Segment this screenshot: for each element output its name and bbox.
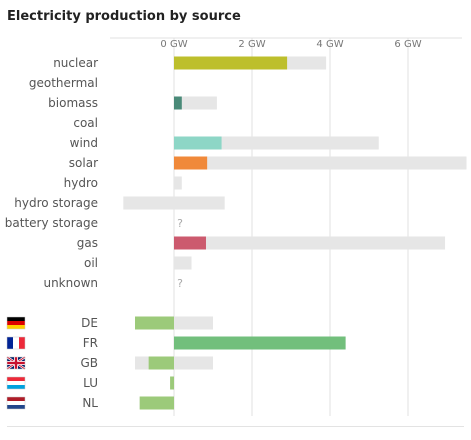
source-label: battery storage [5,216,98,230]
exchange-label: NL [82,396,98,410]
capacity-bar [174,96,217,110]
flag-gb-icon [6,356,26,370]
flag-de-icon [6,316,26,330]
flag-nl-icon [6,396,26,410]
flag-fr-icon [6,336,26,350]
bottom-divider [7,426,464,427]
flag-lu-icon [6,376,26,390]
exchange-bar [135,316,174,330]
production-bar [174,156,208,170]
source-label: biomass [48,96,98,110]
x-tick-label: 4 GW [316,39,343,50]
source-label: geothermal [29,76,98,90]
exchange-bar [174,336,346,350]
source-label: coal [73,116,98,130]
capacity-bar [174,176,182,190]
x-tick-label: 0 GW [160,39,187,50]
capacity-bar [174,156,467,170]
source-label: solar [69,156,98,170]
production-bar [174,236,206,250]
unknown-marker: ? [177,217,183,230]
source-label: oil [84,256,98,270]
capacity-bar [174,236,446,250]
exchange-bar [148,356,174,370]
unknown-marker: ? [177,277,183,290]
source-label: hydro storage [14,196,98,210]
exchange-label: GB [80,356,98,370]
x-tick-label: 2 GW [238,39,265,50]
x-tick-label: 6 GW [394,39,421,50]
production-bar [174,56,288,70]
source-label: wind [70,136,98,150]
exchange-bar [139,396,174,410]
exchange-label: DE [81,316,98,330]
exchange-label: FR [83,336,98,350]
source-label: unknown [43,276,98,290]
source-label: nuclear [53,56,98,70]
source-label: hydro [64,176,98,190]
production-bar [174,136,222,150]
capacity-bar [174,136,379,150]
exchange-bar [170,376,174,390]
capacity-bar [174,256,192,270]
source-label: gas [77,236,98,250]
exchange-label: LU [83,376,98,390]
chart-title: Electricity production by source [7,9,241,24]
capacity-bar [123,196,225,210]
production-bar [174,96,182,110]
